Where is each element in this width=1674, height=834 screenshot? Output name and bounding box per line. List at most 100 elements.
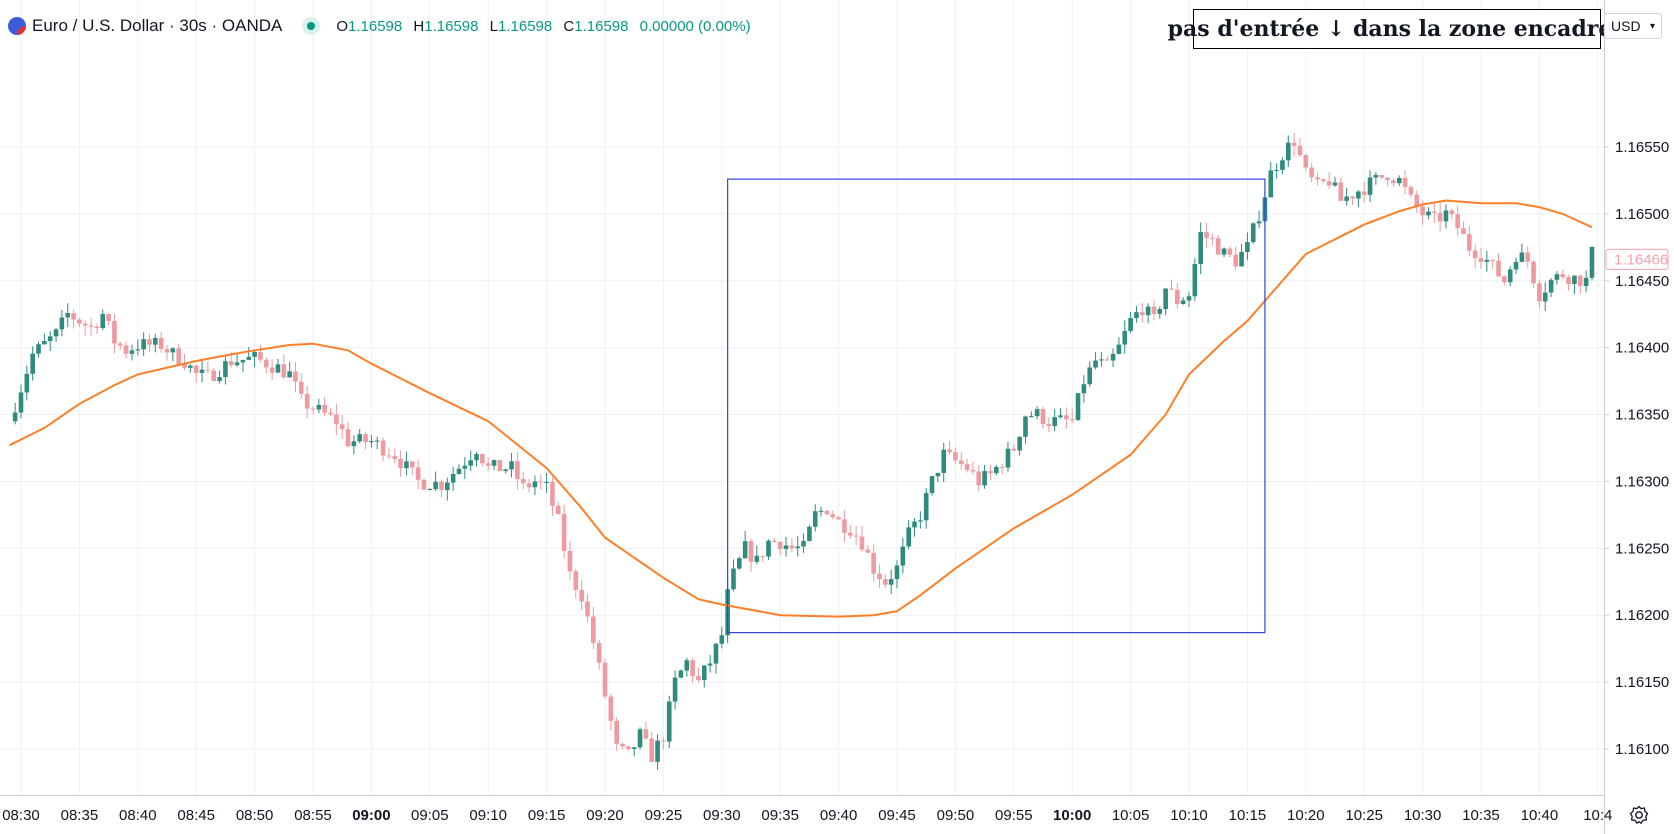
candle-body (696, 676, 701, 681)
candle-body (24, 373, 30, 393)
candle-body (77, 319, 82, 324)
candle-body (1379, 174, 1385, 178)
candle-body (1046, 423, 1052, 427)
candle (923, 488, 929, 529)
candle-body (777, 541, 783, 549)
candle (737, 556, 742, 570)
symbol-title[interactable]: Euro / U.S. Dollar · 30s · OANDA (32, 16, 283, 35)
candle-body (953, 452, 958, 461)
candle-body (491, 460, 497, 466)
candle (1128, 311, 1133, 334)
candle (853, 525, 859, 546)
candle-body (293, 371, 298, 382)
candle-body (923, 493, 929, 521)
candle (100, 309, 106, 331)
candle (1525, 246, 1531, 269)
candle-body (1577, 275, 1583, 287)
x-tick-label: 10:35 (1462, 807, 1500, 824)
candle (462, 457, 468, 480)
candle-body (299, 381, 304, 394)
candle-body (1332, 182, 1338, 186)
candle-body (935, 472, 941, 477)
candle-body (789, 545, 795, 549)
candle-body (993, 466, 999, 474)
candle (824, 510, 830, 516)
candle (1215, 235, 1221, 255)
candle (176, 343, 181, 367)
settings-gear-icon[interactable] (1628, 804, 1650, 826)
price-axis[interactable]: 1.16550 1.16500 1.16450 1.16400 1.16350 1.163… (1604, 139, 1669, 758)
candle-body (42, 340, 47, 345)
candle-body (263, 359, 269, 368)
change-value: 0.00000 (0.00%) (639, 17, 751, 35)
candle (12, 402, 18, 425)
x-tick-label: 09:50 (937, 807, 975, 824)
candle (1221, 247, 1227, 258)
candle (1250, 222, 1256, 245)
candle-body (36, 344, 41, 354)
candle (1484, 250, 1490, 272)
candle-body (421, 479, 427, 490)
last-price-box (1605, 248, 1669, 270)
currency-button[interactable]: USD ▾ (1604, 13, 1662, 39)
candle (591, 607, 596, 649)
candle (883, 574, 888, 588)
candle-body (1385, 177, 1390, 181)
candle (1437, 202, 1443, 232)
candle (1233, 246, 1239, 270)
candle-body (1402, 177, 1408, 188)
candle-body (112, 321, 117, 344)
candles (12, 132, 1595, 770)
candle-body (1431, 211, 1437, 213)
market-status-icon[interactable] (302, 17, 321, 35)
x-tick-label: 10:25 (1345, 807, 1383, 824)
candle-body (1356, 191, 1361, 199)
candle (351, 435, 357, 455)
candle-body (503, 469, 509, 472)
annotation-rectangle[interactable] (727, 178, 1266, 634)
y-tick-label: 1.16550 (1615, 139, 1669, 156)
annotation-text-box[interactable]: pas d'entrée ↓ dans la zone encadrée (1168, 9, 1626, 49)
candle (369, 434, 374, 448)
candle-body (334, 414, 339, 425)
candle (1285, 135, 1291, 168)
candle-body (240, 359, 246, 363)
candle (1268, 161, 1274, 198)
candle (1081, 375, 1087, 403)
candle (573, 568, 579, 599)
candle-body (701, 665, 707, 681)
candle (304, 386, 310, 419)
candle (766, 539, 771, 560)
time-axis[interactable]: 08:30 08:35 08:40 08:45 08:50 08:55 09:00 09:05… (2, 807, 1612, 824)
candle-body (158, 337, 164, 349)
candle (445, 477, 450, 501)
candle-body (193, 365, 199, 373)
candle (842, 510, 847, 543)
candle-body (532, 481, 538, 488)
candle-body (824, 510, 830, 515)
candle (380, 437, 386, 462)
candle-body (947, 449, 952, 453)
candle (643, 721, 649, 741)
candle-body (748, 541, 754, 562)
grid-lines (0, 0, 1604, 795)
candle (1560, 270, 1566, 280)
candle (158, 331, 164, 353)
candle-body (1128, 318, 1133, 331)
candle-body (211, 370, 217, 381)
candle-body (1122, 330, 1128, 345)
candle (877, 564, 882, 588)
candle-body (1081, 384, 1087, 394)
candle-body (205, 369, 211, 371)
candle (170, 347, 176, 362)
candle (1192, 258, 1198, 301)
candle (941, 442, 947, 483)
candle-body (807, 526, 812, 541)
candle (77, 317, 82, 327)
candle-body (865, 549, 871, 553)
x-tick-label: 09:30 (703, 807, 741, 824)
candle (602, 658, 608, 699)
candle (1005, 441, 1011, 472)
candle (234, 352, 240, 367)
